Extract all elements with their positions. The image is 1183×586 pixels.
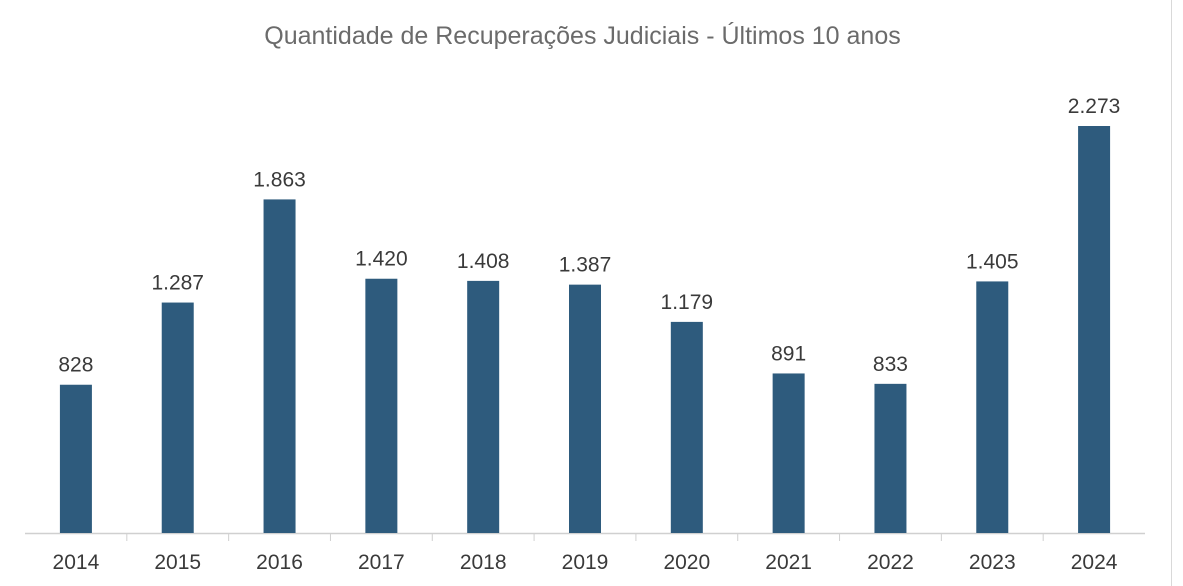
bar-2018 — [467, 280, 500, 533]
data-label-2020: 1.179 — [661, 291, 714, 314]
data-label-2024: 2.273 — [1068, 95, 1121, 118]
bar-2017 — [365, 278, 398, 533]
data-label-2016: 1.863 — [253, 168, 306, 191]
x-tick-label-2021: 2021 — [765, 551, 812, 574]
data-label-2022: 833 — [873, 353, 908, 376]
x-tick-label-2019: 2019 — [562, 551, 609, 574]
x-tick-label-2016: 2016 — [256, 551, 303, 574]
bar-2015 — [161, 302, 194, 533]
bar-2024 — [1078, 126, 1111, 533]
bar-2021 — [772, 373, 805, 533]
bar-2020 — [670, 321, 703, 533]
x-tick-label-2020: 2020 — [663, 551, 710, 574]
x-tick-label-2018: 2018 — [460, 551, 507, 574]
x-tick-label-2017: 2017 — [358, 551, 405, 574]
chart-title: Quantidade de Recuperações Judiciais - Ú… — [264, 22, 901, 50]
x-tick-label-2024: 2024 — [1071, 551, 1118, 574]
frame-border — [1171, 0, 1172, 586]
data-label-2017: 1.420 — [355, 248, 408, 271]
bar-2022 — [874, 383, 907, 533]
data-label-2015: 1.287 — [151, 272, 204, 295]
bar-2019 — [569, 284, 601, 533]
x-tick-label-2022: 2022 — [867, 551, 914, 574]
x-tick-label-2014: 2014 — [53, 551, 100, 574]
data-label-2018: 1.408 — [457, 250, 510, 273]
data-label-2014: 828 — [58, 354, 93, 377]
x-tick-label-2023: 2023 — [969, 551, 1016, 574]
data-label-2021: 891 — [771, 342, 806, 365]
bar-2016 — [263, 199, 296, 533]
bar-2014 — [59, 384, 92, 533]
x-tick-label-2015: 2015 — [154, 551, 201, 574]
data-label-2023: 1.405 — [966, 250, 1019, 273]
data-label-2019: 1.387 — [559, 254, 612, 277]
bar-2023 — [976, 281, 1009, 533]
